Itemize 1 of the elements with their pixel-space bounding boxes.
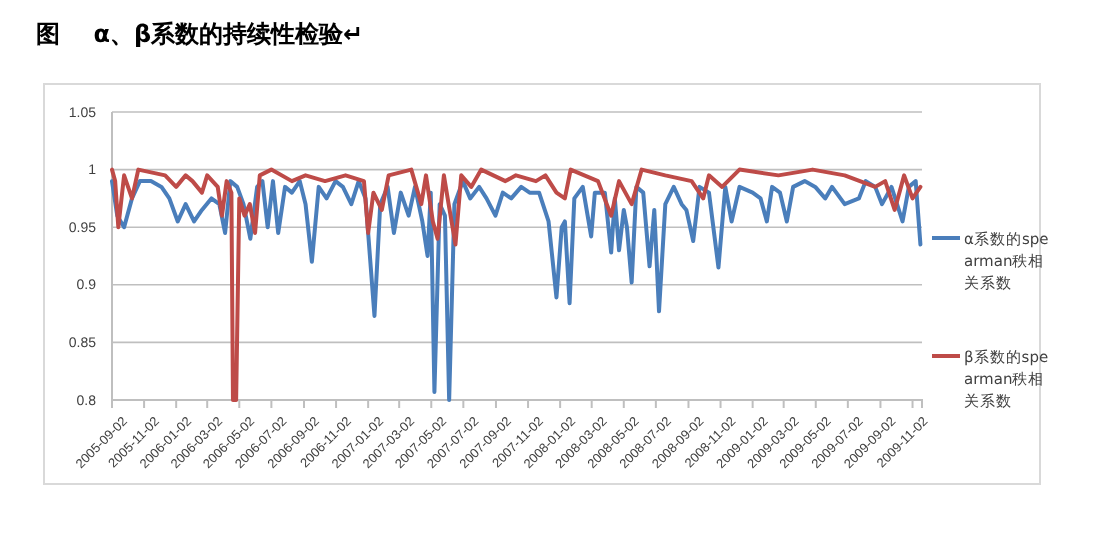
chart-title: 图 α、β系数的持续性检验↵	[36, 20, 364, 48]
